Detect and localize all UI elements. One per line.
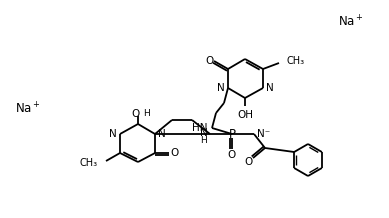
Text: O: O xyxy=(206,56,214,66)
Text: N: N xyxy=(158,129,166,139)
Text: O: O xyxy=(245,157,253,167)
Text: O: O xyxy=(171,148,179,158)
Text: N: N xyxy=(109,129,117,139)
Text: H: H xyxy=(143,109,150,118)
Text: N⁻: N⁻ xyxy=(257,129,270,139)
Text: N: N xyxy=(200,128,208,138)
Text: Na$^+$: Na$^+$ xyxy=(338,14,364,30)
Text: O: O xyxy=(228,150,236,160)
Text: CH₃: CH₃ xyxy=(80,158,98,168)
Text: CH₃: CH₃ xyxy=(287,56,305,66)
Text: Na$^+$: Na$^+$ xyxy=(15,101,41,117)
Text: HN: HN xyxy=(193,123,208,133)
Text: N: N xyxy=(266,83,274,93)
Text: N: N xyxy=(217,83,225,93)
Text: O: O xyxy=(132,109,140,119)
Text: H: H xyxy=(201,136,207,145)
Text: P: P xyxy=(228,128,235,140)
Text: OH: OH xyxy=(237,110,253,120)
